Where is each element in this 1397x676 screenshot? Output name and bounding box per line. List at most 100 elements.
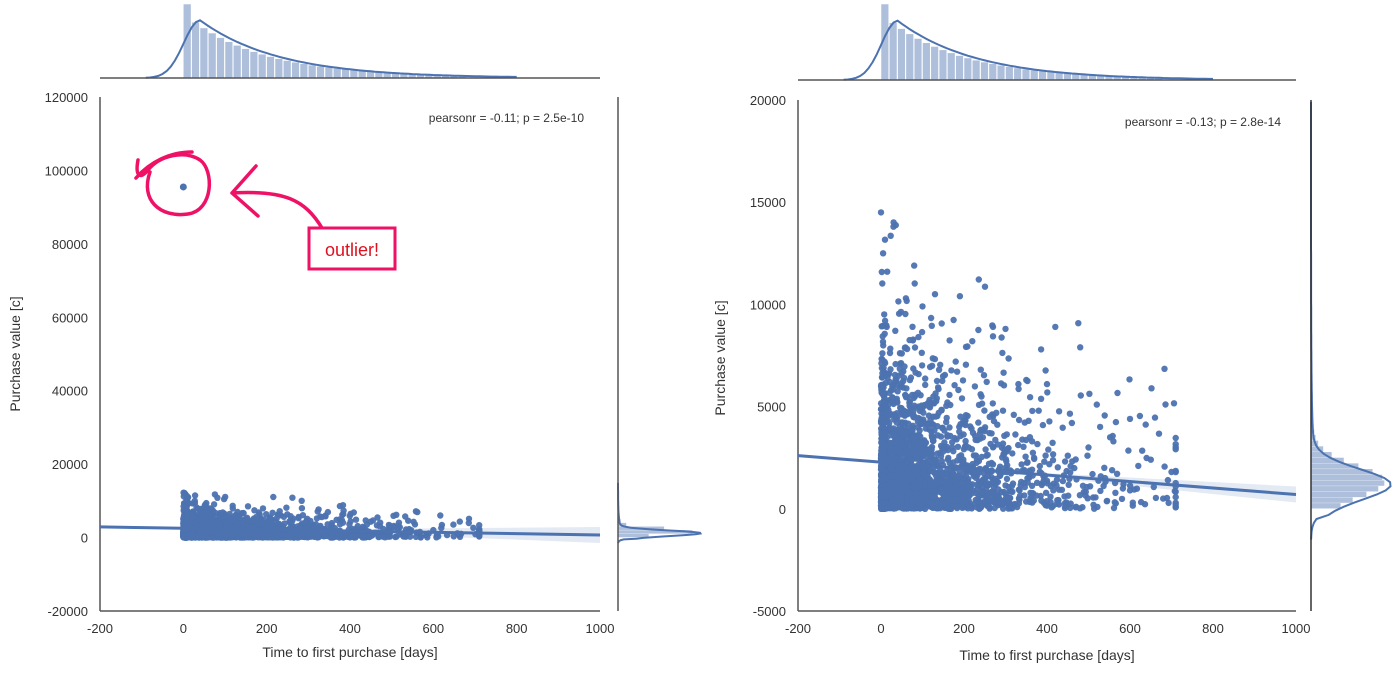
scatter-point [1037,463,1043,469]
scatter-point [1139,448,1145,454]
scatter-point [283,505,289,511]
scatter-point [981,372,987,378]
scatter-point [236,514,242,520]
scatter-point [1079,504,1085,510]
scatter-point [899,419,905,425]
scatter-point [963,362,969,368]
scatter-point [922,375,928,381]
scatter-point [950,317,956,323]
histogram-bar [939,50,947,80]
scatter-point [377,523,383,529]
scatter-point [951,490,957,496]
scatter-point [911,403,917,409]
scatter-point [437,512,443,518]
scatter-point [1075,320,1081,326]
scatter-point [1009,450,1015,456]
scatter-point [1043,490,1049,496]
scatter-point [939,378,945,384]
scatter-point [353,517,359,523]
scatter-point [990,400,996,406]
scatter-point [1073,456,1079,462]
scatter-point [960,377,966,383]
scatter-point [267,515,273,521]
left-marginal-x-histogram [100,4,600,78]
scatter-point [1005,355,1011,361]
y-tick-label: 40000 [52,384,88,399]
scatter-point [957,414,963,420]
histogram-bar [208,33,216,78]
scatter-point [977,435,983,441]
scatter-point [1042,452,1048,458]
outlier-circle-marker [136,152,209,215]
left-x-axis-label: Time to first purchase [days] [262,644,437,660]
histogram-bar [1006,67,1014,80]
scatter-point [1050,487,1056,493]
left-joint-plot: -20000020000400006000080000100000120000 … [7,4,701,660]
scatter-point [879,421,885,427]
scatter-point [1012,431,1018,437]
histogram-bar [200,28,208,78]
x-tick-label: 800 [1202,621,1224,636]
scatter-point [978,367,984,373]
scatter-point [1049,440,1055,446]
scatter-point [905,467,911,473]
scatter-point [888,233,894,239]
scatter-point [1042,367,1048,373]
x-tick-label: 400 [339,621,361,636]
scatter-point [879,390,885,396]
scatter-point [1090,502,1096,508]
scatter-point [1038,493,1044,499]
y-tick-label: 100000 [45,163,88,178]
scatter-point [245,503,251,509]
right-y-axis-label: Purchase value [c] [712,300,728,415]
scatter-point [315,508,321,514]
scatter-point [1001,382,1007,388]
histogram-bar [1311,486,1378,491]
x-tick-label: 0 [877,621,884,636]
scatter-point [992,476,998,482]
scatter-point [265,530,271,536]
scatter-point [212,491,218,497]
histogram-bar [300,64,308,78]
scatter-point [1148,385,1154,391]
scatter-point [335,533,341,539]
histogram-bar [225,42,233,78]
left-marginal-y-histogram [618,97,701,611]
scatter-point [1171,400,1177,406]
scatter-point [946,424,952,430]
y-tick-label: 80000 [52,237,88,252]
scatter-point [270,494,276,500]
scatter-point [1067,463,1073,469]
scatter-point [412,521,418,527]
scatter-point [1016,500,1022,506]
scatter-point [1173,435,1179,441]
scatter-point [912,344,918,350]
y-tick-label: 20000 [750,93,786,108]
scatter-point [1173,441,1179,447]
histogram-bar [292,62,300,78]
scatter-point [1022,454,1028,460]
histogram-bar [1022,69,1030,80]
scatter-point [1113,419,1119,425]
histogram-bar [989,64,997,80]
x-tick-label: 600 [422,621,444,636]
scatter-point [1024,475,1030,481]
histogram-bar [898,29,906,80]
right-x-axis-label: Time to first purchase [days] [959,647,1134,663]
histogram-bar [325,67,333,78]
scatter-point [370,517,376,523]
scatter-point [904,346,910,352]
scatter-point [1065,493,1071,499]
scatter-point [902,392,908,398]
scatter-point [982,446,988,452]
scatter-point [1015,381,1021,387]
scatter-point [1016,417,1022,423]
histogram-bar [1311,497,1353,502]
scatter-point [932,390,938,396]
scatter-point [927,417,933,423]
scatter-point [993,410,999,416]
scatter-point [1138,499,1144,505]
outlier-arrow [232,166,322,228]
